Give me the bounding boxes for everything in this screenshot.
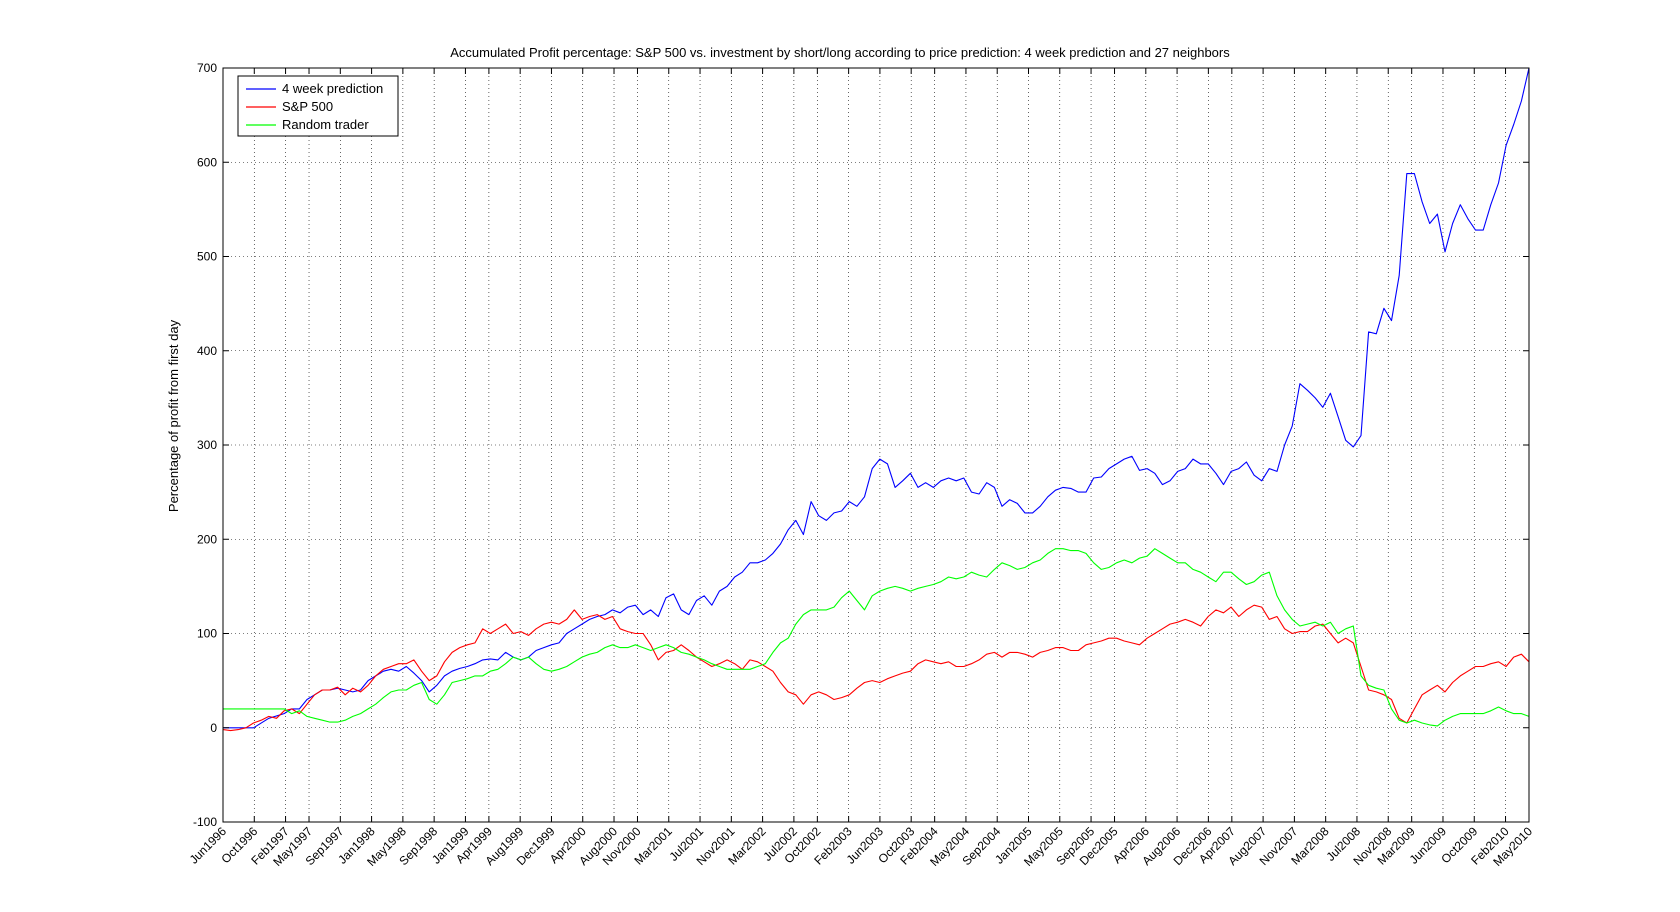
x-axis-ticks: Jun1996Oct1996Feb1997May1997Sep1997Jan19…: [187, 68, 1535, 869]
legend-entry-label: S&P 500: [282, 99, 333, 114]
y-tick-label: 100: [197, 627, 217, 641]
y-axis-label: Percentage of profit from first day: [166, 319, 181, 512]
legend-box: [237, 75, 399, 137]
chart-title: Accumulated Profit percentage: S&P 500 v…: [450, 45, 1230, 60]
legend-entry-label: 4 week prediction: [282, 81, 383, 96]
grid: [223, 68, 1529, 822]
y-tick-label: -100: [193, 815, 217, 829]
y-tick-label: 500: [197, 250, 217, 264]
series-lines: [222, 67, 1530, 732]
legend: 4 week prediction S&P 500 Random trader: [237, 75, 399, 137]
y-tick-label: 0: [210, 721, 217, 735]
series-line-random-trader: [223, 548, 1530, 727]
y-tick-label: 300: [197, 438, 217, 452]
y-tick-label: 600: [197, 155, 217, 169]
y-axis-ticks: -100 0 100 200 300 400 500 600 700: [193, 61, 1529, 829]
legend-entry-label: Random trader: [282, 117, 369, 132]
y-tick-label: 400: [197, 344, 217, 358]
y-tick-label: 700: [197, 61, 217, 75]
series-line-s-p-500: [222, 604, 1530, 732]
series-line-4-week-prediction: [223, 67, 1530, 729]
y-tick-label: 200: [197, 532, 217, 546]
